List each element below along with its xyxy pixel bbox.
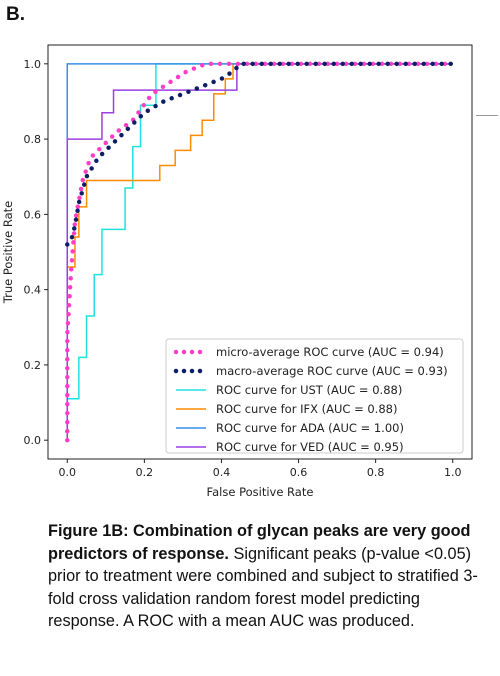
x-tick-label: 0.6 — [290, 466, 308, 479]
legend-label: ROC curve for ADA (AUC = 1.00) — [216, 421, 404, 435]
legend-label: ROC curve for UST (AUC = 0.88) — [216, 383, 402, 397]
panel-label: B. — [6, 4, 25, 25]
cropped-line-mark — [476, 115, 498, 116]
y-tick-label: 0.0 — [24, 434, 42, 447]
roc-curve-6 — [66, 63, 453, 441]
y-axis-label: True Positive Rate — [1, 201, 15, 304]
figure-caption: Figure 1B: Combination of glycan peaks a… — [48, 520, 494, 633]
caption-title: Figure 1B: Combination of glycan peaks a… — [48, 522, 471, 563]
roc-curve-1 — [65, 61, 455, 443]
x-tick-label: 0.2 — [136, 466, 154, 479]
y-tick-label: 1.0 — [24, 58, 42, 71]
y-tick-label: 0.6 — [24, 208, 42, 221]
y-tick-label: 0.4 — [24, 284, 42, 297]
roc-curve-2 — [65, 61, 455, 247]
legend-label: macro-average ROC curve (AUC = 0.93) — [216, 364, 448, 378]
caption-body: Significant peaks (p-value <0.05) prior … — [48, 544, 478, 631]
roc-curves — [65, 61, 455, 443]
roc-curve-3 — [66, 63, 453, 441]
x-tick-label: 0.4 — [213, 466, 231, 479]
x-tick-label: 1.0 — [444, 466, 462, 479]
legend: micro-average ROC curve (AUC = 0.94) macr… — [165, 338, 464, 454]
legend-frame — [165, 338, 464, 454]
legend-label: ROC curve for IFX (AUC = 0.88) — [216, 402, 397, 416]
x-axis-label: False Positive Rate — [207, 485, 314, 499]
x-tick-label: 0.0 — [59, 466, 77, 479]
x-tick-label: 0.8 — [367, 466, 385, 479]
plot-frame — [47, 44, 473, 460]
roc-chart: 0.0 0.2 0.4 0.6 0.8 1.0 0.0 0.2 0.4 0.6 0.8 1.0 Fa… — [1, 44, 473, 499]
y-axis-ticks: 0.0 0.2 0.4 0.6 0.8 1.0 — [24, 58, 48, 447]
roc-curve-4 — [66, 63, 453, 441]
x-axis-ticks: 0.0 0.2 0.4 0.6 0.8 1.0 — [59, 459, 462, 479]
legend-label: micro-average ROC curve (AUC = 0.94) — [216, 345, 444, 359]
legend-label: ROC curve for VED (AUC = 0.95) — [216, 440, 404, 454]
y-tick-label: 0.8 — [24, 133, 42, 146]
y-tick-label: 0.2 — [24, 359, 42, 372]
